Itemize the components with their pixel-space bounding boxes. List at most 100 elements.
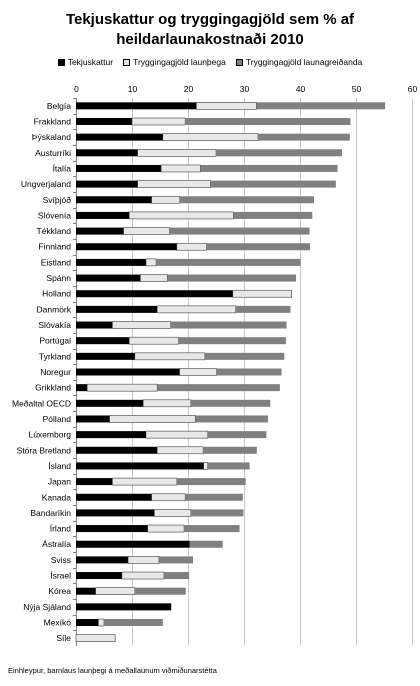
bar-segment	[235, 305, 291, 313]
chart-title-line-2: heildarlaunakostnaði 2010	[116, 31, 304, 48]
bar-segment	[76, 164, 162, 172]
bar-segment	[233, 211, 313, 219]
category-label: Tyrkland	[39, 351, 71, 361]
bar-segment	[131, 117, 186, 126]
bar-segment	[160, 164, 201, 173]
bar-segment	[76, 352, 135, 360]
bar-segment	[216, 368, 282, 376]
legend-item-income-tax: Tekjuskattur	[57, 56, 114, 68]
bar-segment	[200, 164, 338, 172]
bar-segment	[195, 415, 269, 423]
bar-segment	[76, 399, 144, 407]
category-label: Portúgal	[39, 336, 71, 346]
bar-segment	[76, 446, 158, 454]
category-label: Tékkland	[37, 226, 72, 236]
bar-segment	[128, 336, 179, 345]
bar-segment	[76, 211, 130, 219]
bar-segment	[76, 321, 113, 329]
x-tick-label-20: 20	[184, 84, 194, 94]
bar-segment	[86, 383, 158, 392]
bar-segment	[140, 274, 168, 282]
category-label: Holland	[42, 289, 71, 299]
category-label: Frakkland	[34, 116, 72, 126]
legend: Tekjuskattur Tryggingagjöld launþega Try…	[0, 56, 420, 68]
category-label: Ungverjaland	[21, 179, 71, 189]
bar-segment	[76, 431, 146, 439]
bar-segment	[76, 149, 138, 157]
bar-segment	[76, 493, 152, 501]
bar-segment	[145, 430, 208, 439]
legend-label-income-tax: Tekjuskattur	[67, 57, 114, 67]
legend-label-employee-contributions: Tryggingagjöld launþega	[133, 57, 226, 67]
bar-segment	[158, 556, 194, 564]
bar-segment	[76, 540, 190, 548]
bar-segment	[121, 571, 165, 580]
bar-segment	[176, 242, 207, 251]
bar-segment	[112, 321, 171, 329]
bar-segment	[76, 556, 129, 564]
bar-segment	[76, 603, 172, 611]
category-label: Finnland	[38, 242, 71, 252]
category-label: Kórea	[48, 586, 71, 596]
bar-segment	[76, 509, 155, 517]
category-label: Ísland	[48, 461, 71, 471]
bar-segment	[137, 149, 217, 157]
category-label: Ísrael	[50, 571, 71, 581]
category-label: Sviss	[51, 555, 71, 565]
category-label: Meðaltal OECD	[12, 398, 71, 408]
bar-segment	[203, 446, 257, 454]
bar-segment	[190, 509, 244, 517]
bar-segment	[206, 243, 311, 251]
bar-segment	[112, 477, 178, 486]
bar-segment	[258, 133, 350, 141]
category-label: Danmörk	[37, 304, 72, 314]
bar-segment	[76, 243, 177, 251]
bar-segment	[176, 478, 246, 486]
bar-segment	[178, 337, 286, 345]
category-label: Ítalía	[53, 163, 72, 173]
bar-segment	[189, 540, 223, 548]
bar-segment	[167, 274, 297, 282]
bar-segment	[76, 196, 152, 204]
category-label: Síle	[56, 633, 71, 643]
footnote: Einhleypur, barnlaus launþegi á meðallau…	[8, 666, 217, 675]
bar-segment	[232, 289, 292, 298]
bar-segment	[76, 274, 141, 282]
bar-segment	[204, 352, 285, 360]
bar-segment	[156, 446, 204, 455]
bar-segment	[76, 337, 130, 345]
bar-segment	[185, 493, 243, 501]
bar-segment	[98, 618, 105, 627]
bar-segment	[156, 305, 236, 314]
bar-segment	[170, 321, 287, 329]
legend-label-employer-contributions: Tryggingagjöld launagreiðanda	[245, 57, 363, 67]
bar-segment	[185, 117, 351, 125]
category-label: Pólland	[43, 414, 72, 424]
x-tick-label-30: 30	[240, 84, 250, 94]
chart-title: Tekjuskattur og tryggingagjöld sem % af …	[0, 10, 420, 50]
category-label: Japan	[48, 477, 71, 487]
bar-segment	[127, 556, 160, 564]
bar-segment	[145, 258, 157, 267]
bar-segment	[109, 415, 196, 423]
x-tick-label-40: 40	[296, 84, 306, 94]
category-label: Bandaríkin	[30, 508, 71, 518]
x-tick-label-50: 50	[352, 84, 362, 94]
category-label: Slóvenía	[38, 210, 71, 220]
category-label: Stóra Bretland	[17, 445, 72, 455]
bar-segment	[76, 227, 124, 235]
bar-segment	[216, 149, 342, 157]
bar-segment	[76, 415, 110, 423]
bar-segment	[190, 399, 271, 407]
bar-segment	[154, 509, 192, 517]
bar-segment	[76, 133, 163, 141]
category-label: Lúxemborg	[28, 430, 71, 440]
bar-segment	[76, 572, 122, 580]
x-tick-label-10: 10	[128, 84, 138, 94]
bar-segment	[76, 587, 96, 595]
bar-segment	[147, 524, 185, 533]
bar-segment	[163, 572, 190, 580]
bar-segment	[104, 619, 163, 627]
bar-segment	[169, 227, 310, 235]
bar-segment	[95, 587, 136, 596]
